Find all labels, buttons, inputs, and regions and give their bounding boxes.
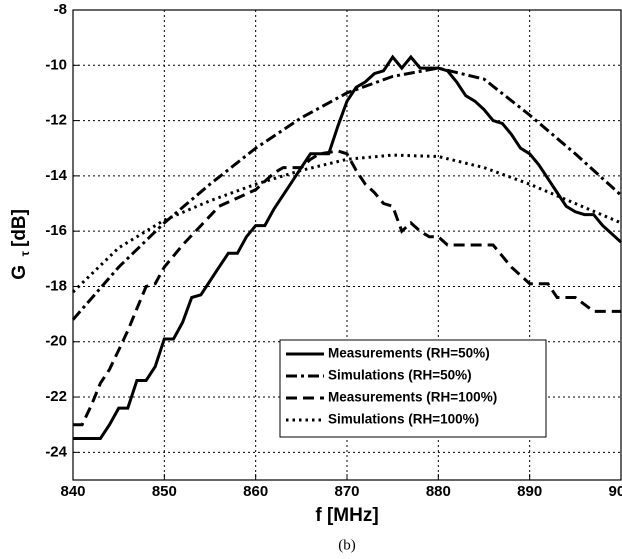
data-line [73, 149, 621, 427]
y-axis-label-sub: τ [18, 250, 32, 256]
legend: Measurements (RH=50%) Simulations (RH=50%… [279, 339, 547, 438]
x-tick-label: 900 [608, 483, 622, 500]
caption: (b) [338, 537, 356, 553]
y-tick-label: -22 [45, 388, 67, 405]
y-tick-label: -8 [54, 1, 67, 18]
x-tick-label: 870 [334, 483, 359, 500]
y-tick-label: -12 [45, 112, 67, 129]
x-tick-label: 850 [152, 483, 177, 500]
y-tick-label: -20 [45, 333, 67, 350]
y-tick-label: -16 [45, 222, 67, 239]
x-tick-label: 860 [243, 483, 268, 500]
y-tick-label: -14 [45, 167, 67, 184]
legend-label: Measurements (RH=50%) [328, 346, 490, 361]
legend-label: Measurements (RH=100%) [328, 390, 497, 405]
x-tick-label: 880 [426, 483, 451, 500]
y-axis-label-group: G τ [dB] [9, 209, 32, 280]
legend-label: Simulations (RH=100%) [328, 412, 479, 427]
y-tick-label: -18 [45, 277, 67, 294]
legend-label: Simulations (RH=50%) [328, 368, 472, 383]
y-tick-label: -10 [45, 56, 67, 73]
plot-frame [72, 9, 622, 481]
x-tick-label: 840 [60, 483, 85, 500]
data-line [73, 54, 622, 440]
y-axis-label: G [9, 265, 30, 280]
y-tick-label: -24 [45, 443, 67, 460]
y-axis-label-unit: [dB] [9, 209, 30, 247]
x-tick-label: 890 [517, 483, 542, 500]
data-line [71, 66, 622, 321]
legend-box [279, 339, 547, 438]
x-axis-label: f [MHz] [315, 505, 378, 526]
